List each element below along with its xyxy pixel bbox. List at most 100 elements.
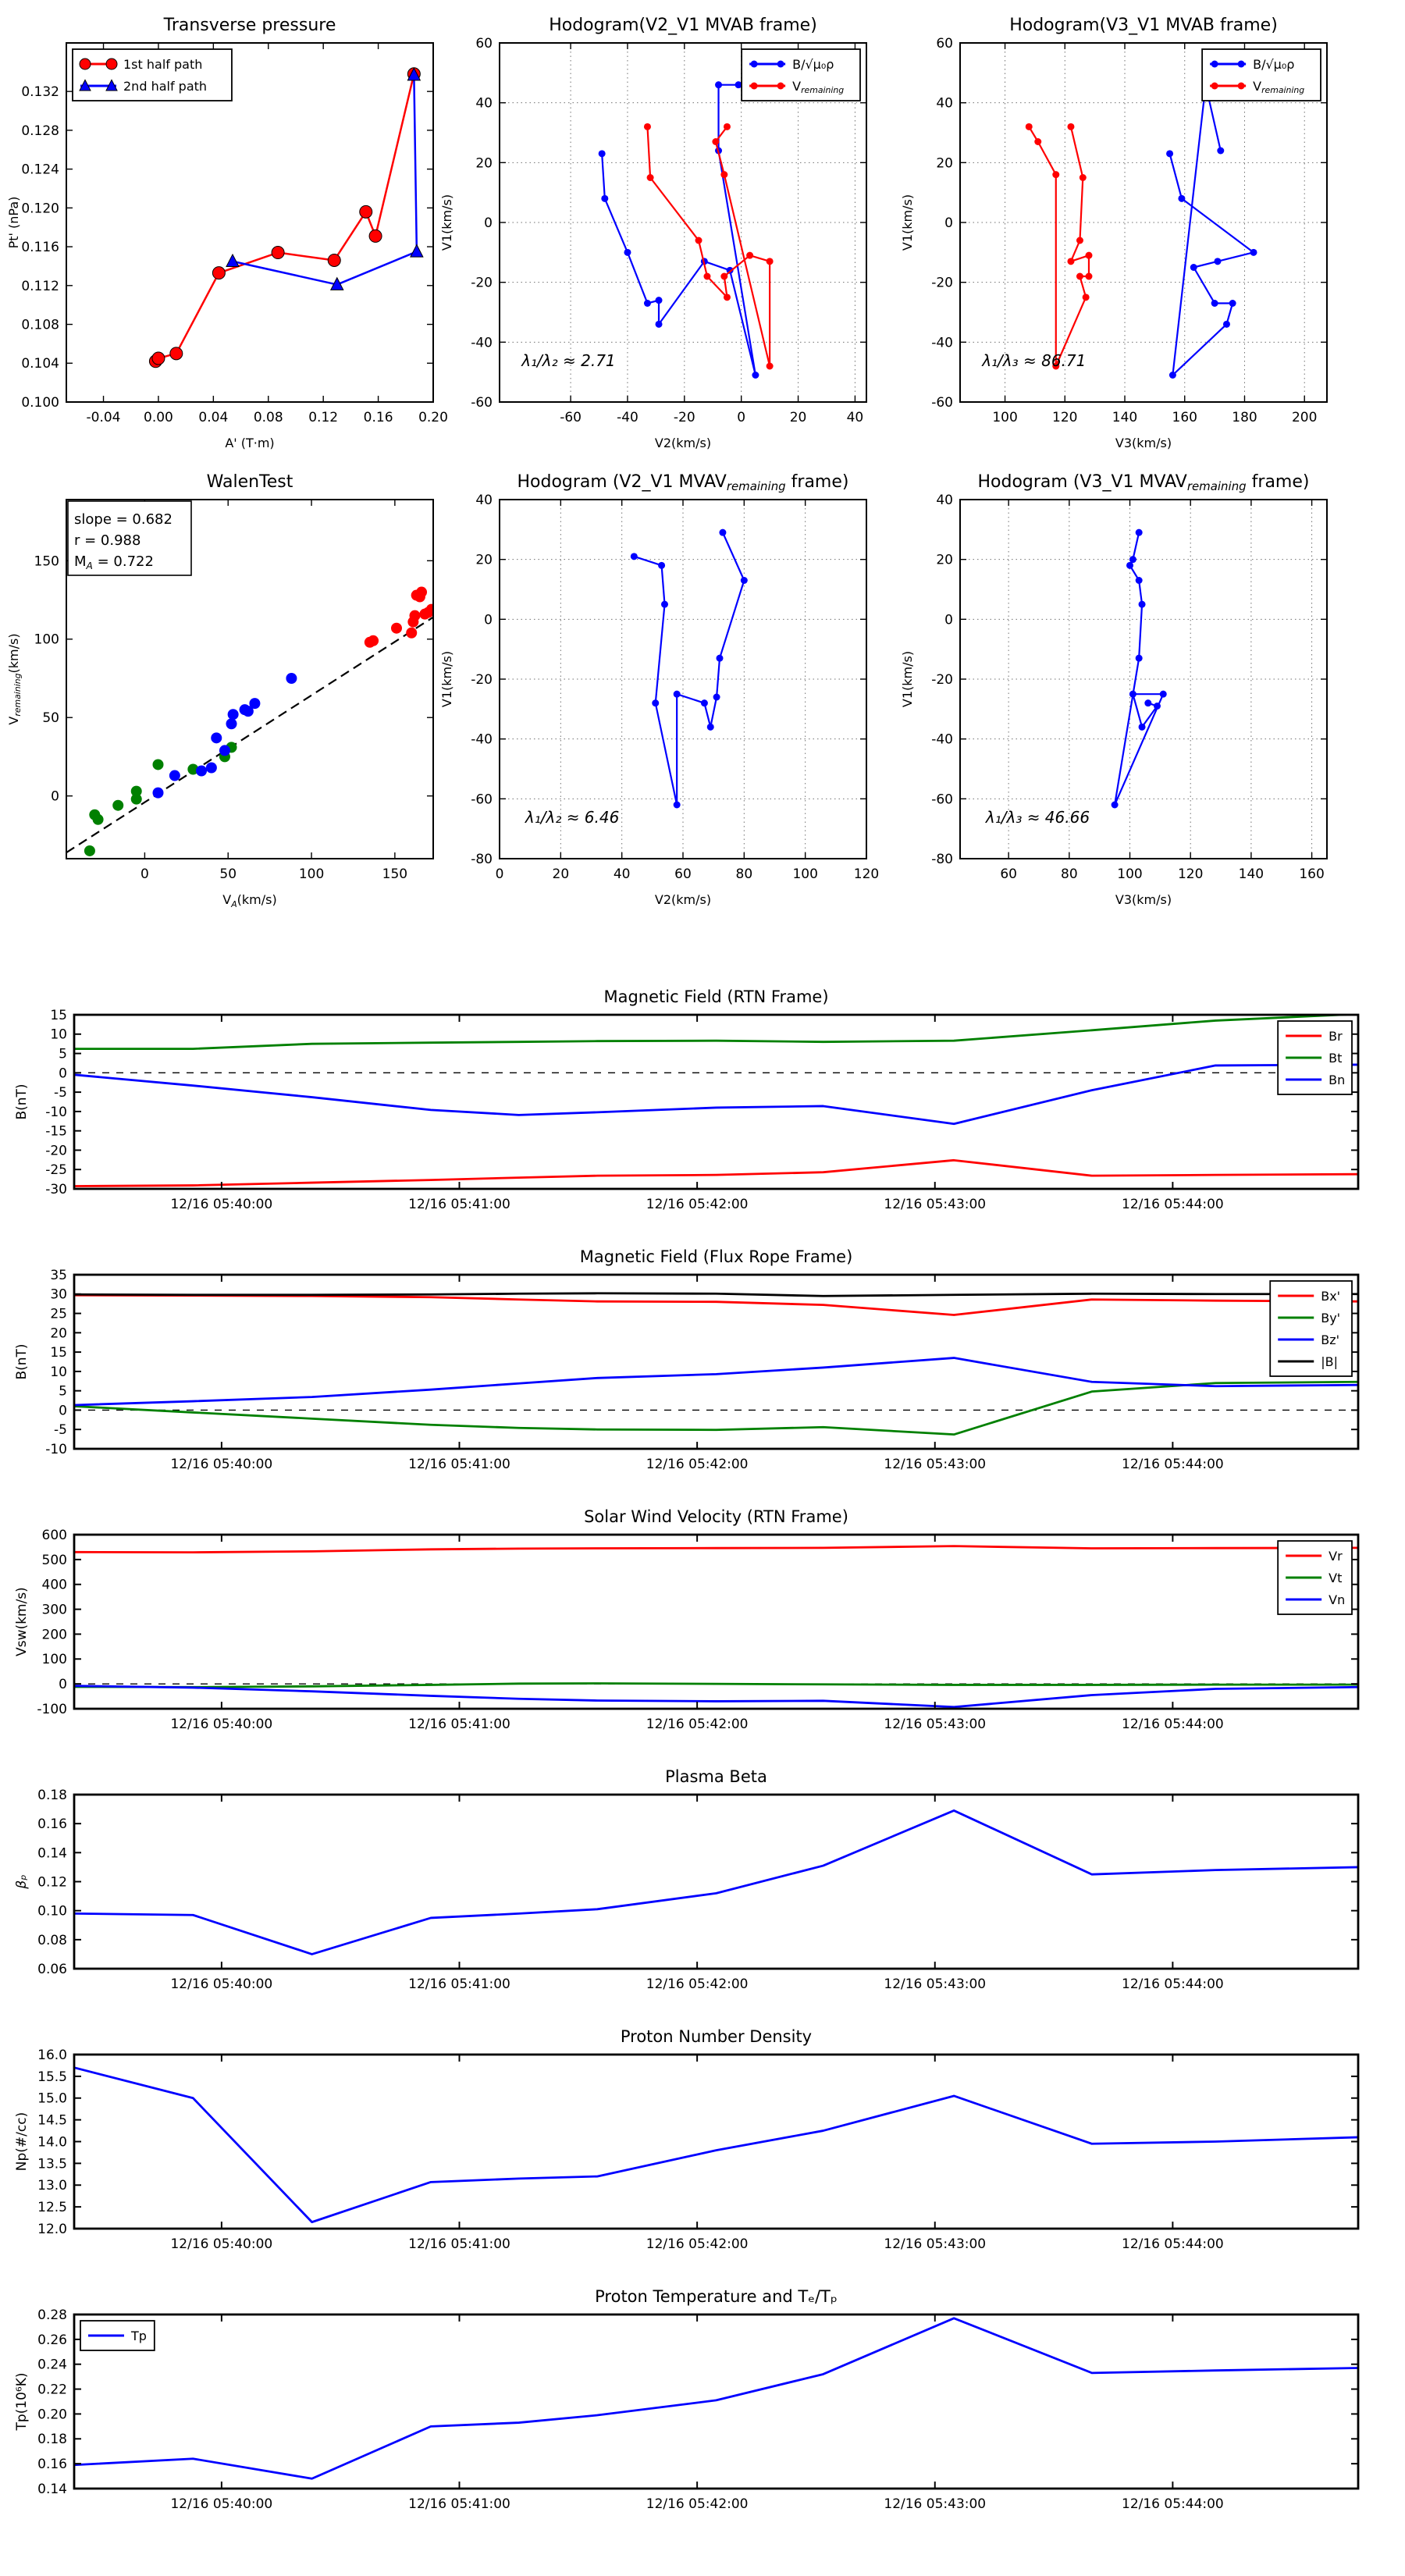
axes-frame	[66, 499, 434, 859]
plot-hodogram-v2v1-mvab: -60 -40 -20 0 20 40 -60 -40 -20 0 20 40 60 Hodogram(V…	[439, 16, 867, 450]
axes-frame	[73, 1013, 1360, 1190]
x-axis-label: A' (T·m)	[225, 436, 274, 450]
y-tick-label: -60	[931, 792, 953, 807]
y-tick-label: 0.120	[21, 201, 59, 216]
plot-mag-rtn: 12/16 05:40:00 12/16 05:41:00 12/16 05:42:…	[14, 987, 1360, 1212]
axes-frame	[73, 2313, 1360, 2490]
x-tick-label: 12/16 05:44:00	[1122, 1197, 1224, 1212]
series-Tp	[74, 2317, 1358, 2480]
legend: Bx' By' Bz' |B|	[1269, 1280, 1353, 1377]
eigenvalue-ratio-annotation: λ₁/λ₃ ≈ 46.66	[985, 808, 1090, 827]
y-axis-label: V1(km/s)	[900, 651, 915, 707]
series-group	[74, 1292, 1358, 1436]
chart-title: Hodogram (V2_V1 MVAVremaining frame)	[517, 472, 848, 493]
y-tick-label: 35	[50, 1268, 67, 1283]
x-tick-label: 12/16 05:40:00	[170, 2496, 272, 2512]
x-tick-label: 12/16 05:41:00	[408, 1457, 510, 1472]
y-axis-label: V1(km/s)	[900, 194, 915, 251]
y-tick-label: -60	[471, 395, 493, 411]
y-tick-label: 10	[50, 1027, 67, 1043]
y-tick-label: 5	[59, 1047, 67, 1062]
x-tick-label: 0.00	[144, 410, 173, 425]
plot-vsw-rtn: 12/16 05:40:00 12/16 05:41:00 12/16 05:42:…	[14, 1507, 1360, 1732]
x-tick-label: 50	[219, 866, 237, 882]
chart-plasma-beta: 12/16 05:40:00 12/16 05:41:00 12/16 05:42:…	[0, 1759, 1405, 2021]
legend-label: Vr	[1329, 1549, 1343, 1564]
plot-proton-temp: 12/16 05:40:00 12/16 05:41:00 12/16 05:42:…	[14, 2287, 1360, 2512]
y-tick-label: 0.108	[21, 317, 59, 333]
series-group	[598, 81, 774, 379]
y-tick-label: 40	[475, 493, 493, 508]
y-axis-label: B(nT)	[14, 1083, 30, 1119]
chart-transverse-pressure: -0.04 0.00 0.04 0.08 0.12 0.16 0.20 0.100 0.104 0…	[0, 0, 468, 480]
y-tick-label: -5	[54, 1422, 67, 1438]
series-fit	[66, 616, 433, 854]
series-Bz'	[74, 1357, 1358, 1407]
y-tick-label: 15	[50, 1008, 67, 1023]
x-tick-label: 12/16 05:43:00	[884, 1976, 986, 1992]
x-tick-label: 12/16 05:41:00	[408, 1717, 510, 1732]
axes-frame	[73, 1533, 1360, 1710]
y-tick-label: -5	[54, 1085, 67, 1101]
x-tick-label: 40	[614, 866, 631, 882]
x-tick-label: 0.04	[198, 410, 228, 425]
chart-title: Plasma Beta	[665, 1767, 767, 1786]
y-axis-label: Vremaining(km/s)	[6, 633, 23, 724]
y-tick-label: 60	[936, 36, 953, 52]
x-axis-label: V2(km/s)	[655, 892, 711, 907]
x-tick-label: 120	[854, 866, 879, 882]
x-tick-label: 12/16 05:42:00	[646, 2496, 749, 2512]
series-group	[74, 1015, 1358, 1187]
x-tick-label: 12/16 05:44:00	[1122, 1717, 1224, 1732]
series-|B|	[74, 1292, 1358, 1297]
y-tick-label: 13.5	[37, 2156, 67, 2172]
x-tick-label: 12/16 05:42:00	[646, 1197, 749, 1212]
y-axis-label: Pt' (nPa)	[6, 197, 21, 249]
y-tick-label: 0.18	[37, 2432, 67, 2447]
y-tick-label: 15	[50, 1345, 67, 1361]
x-tick-label: 40	[847, 410, 864, 425]
markers-V remaining	[630, 528, 748, 809]
y-tick-label: -100	[37, 1702, 67, 1717]
series-Bn	[74, 1063, 1358, 1126]
x-axis-label: V3(km/s)	[1115, 436, 1172, 450]
y-tick-label: 300	[42, 1603, 67, 1618]
plot-mag-fluxrope: 12/16 05:40:00 12/16 05:41:00 12/16 05:42:…	[14, 1247, 1360, 1472]
series-Bt	[74, 1015, 1358, 1051]
ticks	[74, 1274, 1358, 1450]
x-tick-label: 12/16 05:43:00	[884, 1197, 986, 1212]
y-tick-label: 0	[59, 1066, 67, 1081]
y-tick-label: 15.0	[37, 2091, 67, 2107]
series-Vn	[74, 1685, 1358, 1709]
y-tick-label: 0.10	[37, 1904, 67, 1920]
legend-label: Bt	[1329, 1051, 1342, 1066]
series-group	[74, 2317, 1358, 2480]
markers-B/sqrt(mu0 rho)	[1166, 81, 1257, 379]
y-tick-label: 0.16	[37, 2457, 67, 2472]
ticks	[66, 43, 434, 403]
y-tick-label: 14.5	[37, 2113, 67, 2129]
series-By'	[74, 1380, 1358, 1436]
chart-magnetic-field-fluxrope: 12/16 05:40:00 12/16 05:41:00 12/16 05:42:…	[0, 1240, 1405, 1501]
chart-hodogram-v3v1-mvab: 100 120 140 160 180 200 -60 -40 -20 0 20 40 60 Hodogr…	[894, 0, 1362, 480]
legend: Vr Vt Vn	[1277, 1540, 1353, 1615]
ticks	[74, 2314, 1358, 2489]
y-tick-label: -30	[45, 1182, 67, 1197]
series-beta_p	[74, 1809, 1358, 1955]
chart-hodogram-v2v1-mvab: -60 -40 -20 0 20 40 -60 -40 -20 0 20 40 60 Hodogram(V…	[433, 0, 902, 480]
y-tick-label: 0	[484, 215, 493, 231]
y-tick-label: 0.14	[37, 2482, 67, 2497]
ticks	[960, 42, 1327, 403]
legend-label: Vn	[1329, 1592, 1345, 1607]
ticks	[74, 1534, 1358, 1710]
y-tick-label: 5	[59, 1384, 67, 1400]
y-tick-label: 150	[34, 553, 59, 569]
y-tick-label: -40	[471, 335, 493, 350]
markers-2nd half path	[226, 67, 424, 290]
legend-label: Vt	[1329, 1571, 1342, 1585]
chart-hodogram-v3v1-mvav: 60 80 100 120 140 160 -80 -60 -40 -20 0 20 40 Hodogra…	[894, 457, 1362, 937]
x-tick-label: 12/16 05:42:00	[646, 1457, 749, 1472]
series-2nd half path	[232, 75, 418, 286]
x-tick-label: 12/16 05:42:00	[646, 1717, 749, 1732]
x-tick-label: 160	[1172, 410, 1197, 425]
